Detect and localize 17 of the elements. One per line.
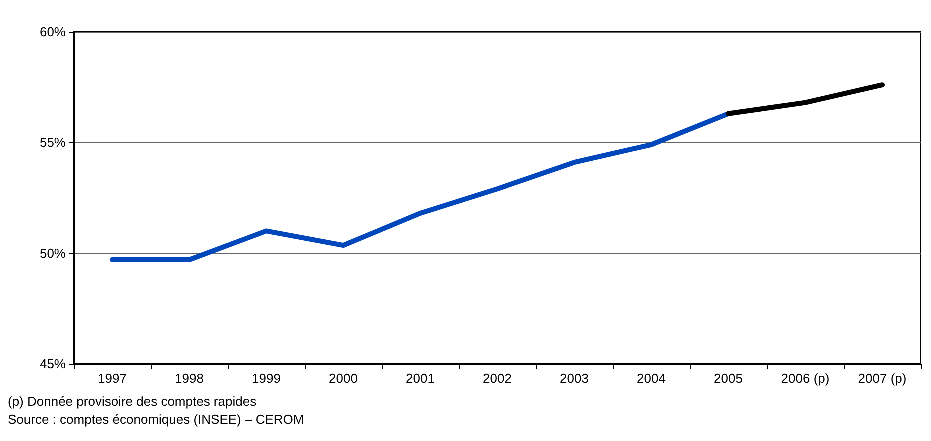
x-tick-label: 2006 (p) [781, 371, 830, 386]
x-tick-label: 1998 [175, 371, 204, 386]
x-tick-label: 2003 [560, 371, 589, 386]
x-tick-label: 1997 [98, 371, 127, 386]
x-tick-label: 1999 [252, 371, 281, 386]
x-tick-label: 2002 [483, 371, 512, 386]
text: (p) Donnée provisoire des comptes rapides [8, 394, 258, 409]
x-tick-label: 2001 [406, 371, 435, 386]
x-tick-label: 2000 [329, 371, 358, 386]
source-note: Source : comptes économiques (INSEE) – CEROM [8, 412, 304, 427]
x-tick-label: 2007 (p) [858, 371, 907, 386]
y-tick-label: 45% [40, 356, 66, 372]
y-tick-label: 55% [40, 135, 66, 150]
x-tick-label: 2004 [637, 371, 666, 386]
x-tick-label: 2005 [714, 371, 743, 386]
y-tick-label: 60% [40, 24, 66, 40]
y-tick-label: 50% [40, 246, 66, 261]
